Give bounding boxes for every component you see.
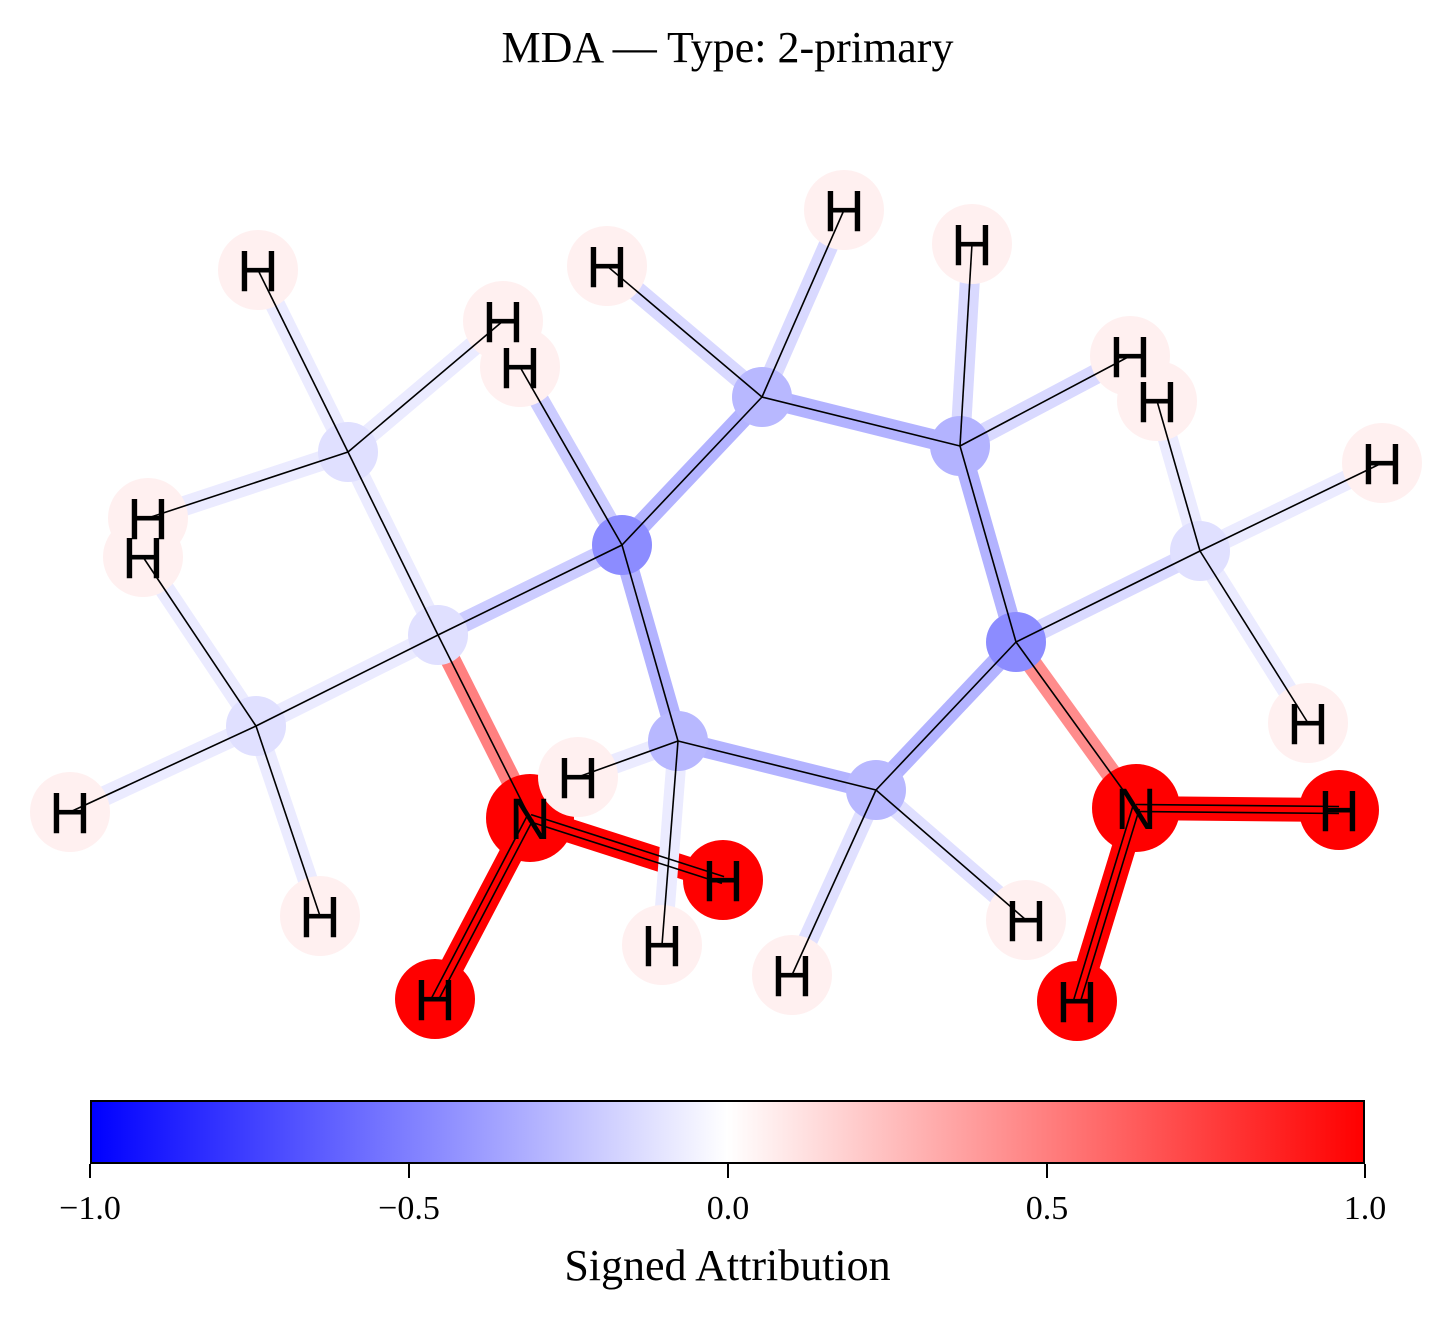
bond-line xyxy=(431,816,528,998)
colorbar-tick-label: −1.0 xyxy=(59,1190,121,1227)
atom-label: H xyxy=(771,944,813,1009)
bond-line xyxy=(875,641,1017,791)
atom-label: H xyxy=(414,968,456,1033)
bond-line xyxy=(606,265,763,398)
bond-line xyxy=(257,269,349,453)
bond-line xyxy=(255,725,321,917)
atom-h xyxy=(1299,770,1379,850)
bond-line xyxy=(1015,550,1201,643)
atom-label: H xyxy=(586,235,628,300)
colorbar-tick xyxy=(727,1164,729,1178)
bond-line xyxy=(959,355,1131,447)
bond-line xyxy=(1199,550,1309,724)
bond-line xyxy=(621,544,679,742)
bond-line xyxy=(437,634,531,819)
colorbar xyxy=(90,1100,1365,1164)
atom-label: N xyxy=(1115,777,1157,842)
bond-line-layer xyxy=(69,209,1383,1003)
atom-label: H xyxy=(122,526,164,591)
bond-line xyxy=(528,820,723,885)
bond-line xyxy=(1135,810,1339,815)
bond-line xyxy=(437,544,623,636)
atom-label: H xyxy=(1005,889,1047,954)
bond-line xyxy=(1015,641,1137,809)
bond-line xyxy=(1156,400,1201,552)
colorbar-tick xyxy=(89,1164,91,1178)
colorbar-tick xyxy=(1046,1164,1048,1178)
atom-label: H xyxy=(1056,970,1098,1035)
bond-line xyxy=(577,740,679,778)
bond-line xyxy=(1136,803,1340,808)
bond-line xyxy=(959,243,973,447)
bond-line xyxy=(142,556,257,727)
atom-label: H xyxy=(299,885,341,950)
colorbar-tick-label: 1.0 xyxy=(1343,1190,1387,1227)
atom-label: H xyxy=(1136,370,1178,435)
atom-label: H xyxy=(951,213,993,278)
atom-h xyxy=(683,840,763,920)
bond-line xyxy=(761,209,845,398)
atom-label: H xyxy=(237,239,279,304)
bond-line xyxy=(530,813,725,878)
atom-h xyxy=(1037,961,1117,1041)
atom-label: H xyxy=(482,290,524,355)
bond-line xyxy=(1199,462,1383,552)
bond-line xyxy=(875,789,1027,921)
bond-line xyxy=(661,740,679,946)
atom-label: H xyxy=(49,781,91,846)
bond-line xyxy=(69,725,257,813)
colorbar-tick-label: 0.5 xyxy=(1025,1190,1069,1227)
bond-line xyxy=(959,445,1017,643)
bond-line xyxy=(621,396,763,546)
bond-line xyxy=(519,366,623,546)
atom-label: H xyxy=(1109,325,1151,390)
colorbar-tick-label: −0.5 xyxy=(378,1190,440,1227)
atom-label: H xyxy=(499,336,541,401)
bond-line xyxy=(347,320,504,453)
bond-line xyxy=(1072,806,1134,1001)
colorbar-tick xyxy=(1364,1164,1366,1178)
bond-line xyxy=(1079,808,1141,1003)
bond-line xyxy=(437,819,534,1001)
bond-line xyxy=(791,789,877,976)
bond-line xyxy=(147,451,349,519)
bond-line xyxy=(677,740,877,791)
atom-label: H xyxy=(127,487,169,552)
page-title: MDA — Type: 2-primary xyxy=(501,23,954,72)
atom-h xyxy=(395,959,475,1039)
colorbar-label: Signed Attribution xyxy=(564,1241,891,1290)
atom-label: H xyxy=(1287,692,1329,757)
atom-label: N xyxy=(509,787,551,852)
colorbar-tick xyxy=(408,1164,410,1178)
bond-line xyxy=(761,396,961,447)
bond-line xyxy=(347,451,439,636)
atom-label: H xyxy=(1318,779,1360,844)
atom-label: H xyxy=(1361,432,1403,497)
colorbar-tick-label: 0.0 xyxy=(706,1190,750,1227)
atom-label: H xyxy=(823,179,865,244)
atom-label: H xyxy=(641,914,683,979)
bond-line xyxy=(255,634,439,727)
atom-label: H xyxy=(702,849,744,914)
atom-label: H xyxy=(557,746,599,811)
